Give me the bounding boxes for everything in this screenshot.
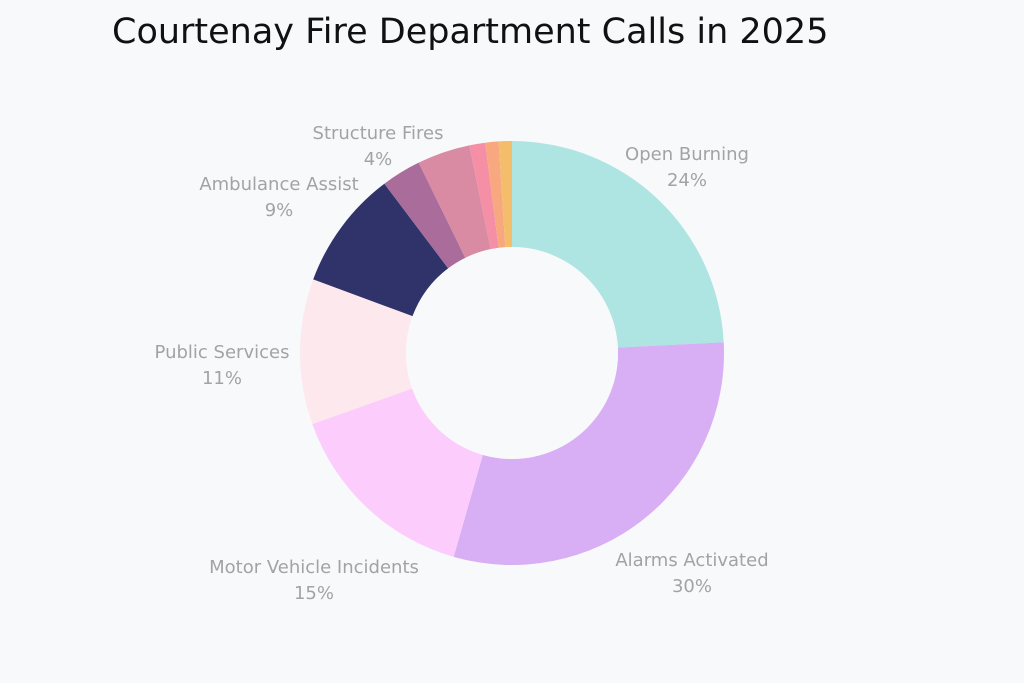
slice-percent-structure-fires: 4% — [364, 149, 393, 170]
donut-hole — [406, 247, 618, 459]
slice-percent-ambulance-assist: 9% — [265, 200, 294, 221]
donut-slice-unlabeled-7 — [469, 142, 499, 250]
donut-slices — [300, 141, 724, 566]
donut-slice-public-services — [300, 279, 413, 425]
donut-slice-ambulance-assist — [313, 183, 449, 317]
slice-label-public-services: Public Services — [155, 342, 290, 363]
donut-slice-unlabeled-5 — [384, 162, 466, 269]
slice-percent-public-services: 11% — [202, 368, 242, 389]
donut-slice-motor-vehicle-incidents — [312, 388, 483, 557]
slice-label-structure-fires: Structure Fires — [313, 123, 444, 144]
slice-label-open-burning: Open Burning — [625, 144, 749, 165]
donut-slice-unlabeled-9 — [498, 141, 512, 248]
slice-percent-alarms-activated: 30% — [672, 576, 712, 597]
slice-label-alarms-activated: Alarms Activated — [615, 550, 768, 571]
slice-label-ambulance-assist: Ambulance Assist — [199, 174, 358, 195]
donut-slice-open-burning — [512, 141, 724, 348]
donut-slice-alarms-activated — [453, 342, 724, 566]
slice-percent-motor-vehicle-incidents: 15% — [294, 583, 334, 604]
slice-label-motor-vehicle-incidents: Motor Vehicle Incidents — [209, 557, 419, 578]
chart-title: Courtenay Fire Department Calls in 2025 — [112, 12, 829, 52]
donut-slice-structure-fires — [418, 145, 491, 258]
slice-percent-open-burning: 24% — [667, 170, 707, 191]
slice-labels: Open Burning 24% Alarms Activated 30% Motor … — [155, 123, 769, 604]
donut-slice-unlabeled-8 — [485, 141, 506, 248]
